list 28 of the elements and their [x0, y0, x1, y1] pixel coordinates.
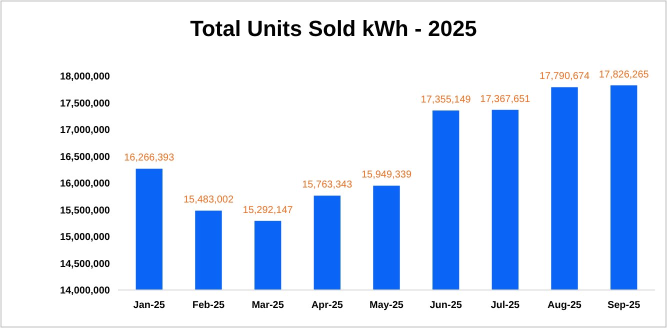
x-tick-label: Apr-25	[311, 300, 344, 311]
data-label: 17,790,674	[539, 71, 590, 82]
x-tick-label: Jul-25	[490, 300, 520, 311]
data-label: 15,292,147	[242, 204, 294, 216]
data-label: 17,355,149	[420, 94, 472, 106]
y-tick-label: 16,000,000	[60, 178, 110, 190]
y-tick-label: 16,500,000	[60, 152, 110, 163]
x-tick-label: Jan-25	[133, 300, 166, 311]
x-tick-label: Mar-25	[252, 300, 284, 311]
data-label: 17,826,265	[598, 69, 650, 80]
y-tick-label: 14,000,000	[60, 286, 110, 296]
x-tick-label: Jun-25	[430, 300, 462, 311]
chart-title: Total Units Sold kWh - 2025	[190, 16, 477, 41]
y-tick-label: 17,000,000	[60, 125, 110, 136]
data-label: 17,367,651	[480, 94, 531, 105]
x-tick-label: May-25	[370, 300, 404, 311]
y-tick-label: 17,500,000	[60, 98, 110, 110]
data-label: 15,949,339	[361, 170, 412, 181]
data-label: 16,266,393	[124, 152, 175, 164]
y-tick-label: 14,500,000	[60, 258, 110, 270]
x-tick-label: Sep-25	[607, 300, 641, 311]
y-tick-label: 15,500,000	[60, 205, 110, 216]
x-tick-label: Aug-25	[548, 300, 582, 311]
y-tick-label: 15,000,000	[60, 232, 110, 243]
data-label: 15,483,002	[183, 194, 234, 206]
data-label: 15,763,343	[302, 180, 353, 191]
x-tick-label: Feb-25	[192, 300, 226, 311]
y-tick-label: 18,000,000	[60, 72, 110, 82]
